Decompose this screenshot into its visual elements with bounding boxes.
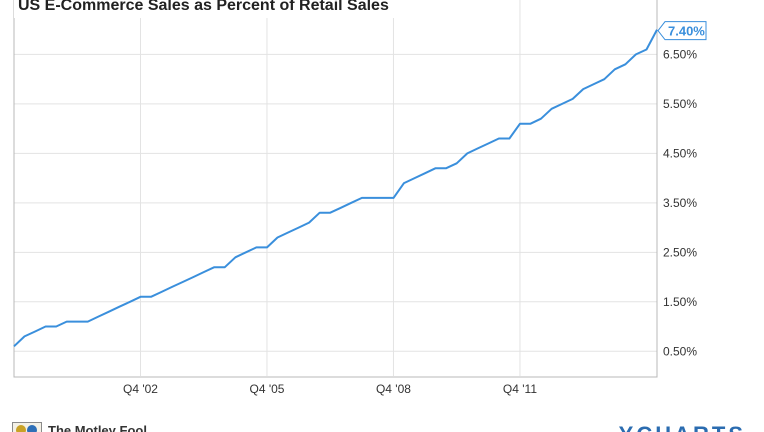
last-value-label: 7.40% [668,24,705,39]
footer-brand-text: The Motley Fool [48,423,147,432]
plot-frame [13,0,658,378]
chart-svg: 0.50% 1.50% 2.50% 3.50% 4.50% 5.50% 6.50% Q4 '… [13,0,707,396]
y-tick-label: 5.50% [663,97,697,111]
grid-layer [14,0,657,376]
y-axis-ticks: 0.50% 1.50% 2.50% 3.50% 4.50% 5.50% 6.50% [663,47,697,358]
last-value-badge: 7.40% [657,21,707,41]
y-tick-label: 6.50% [663,47,697,61]
y-tick-label: 1.50% [663,295,697,309]
chart-title: US E-Commerce Sales as Percent of Retail… [18,0,389,14]
x-tick-label: Q4 '08 [376,382,411,396]
chart-title-box: US E-Commerce Sales as Percent of Retail… [14,0,490,18]
x-tick-label: Q4 '11 [503,382,537,396]
y-tick-label: 0.50% [663,344,697,358]
x-tick-label: Q4 '02 [123,382,158,396]
motley-fool-logo-icon [12,422,42,432]
y-tick-label: 2.50% [663,245,697,259]
x-axis-ticks: Q4 '02 Q4 '05 Q4 '08 Q4 '11 [123,382,537,396]
series-line-ecommerce-share [13,29,658,348]
y-tick-label: 4.50% [663,146,697,160]
jester-cap-icon [16,425,26,432]
footer: The Motley Fool YCHARTS [0,418,764,432]
jester-cap-icon [27,425,37,432]
x-tick-label: Q4 '05 [249,382,284,396]
y-tick-label: 3.50% [663,196,697,210]
last-value-badge-shape [657,21,707,41]
ycharts-logo: YCHARTS [619,422,746,432]
